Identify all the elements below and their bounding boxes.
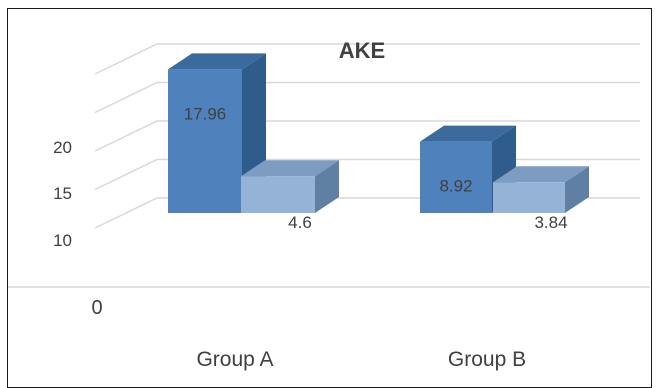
- y-tick-label: 15: [53, 184, 72, 203]
- bar-group-b-series-1: [493, 182, 565, 213]
- data-label: 4.6: [288, 213, 312, 232]
- floor-label: 0: [91, 297, 102, 319]
- bar-group-a-series-0: [168, 69, 242, 213]
- bar-group-b-series-1-top: [493, 166, 589, 183]
- bar-group-a-series-0-top: [168, 53, 266, 70]
- bar-group-b-series-0-top: [420, 125, 516, 142]
- data-label: 17.96: [184, 104, 227, 123]
- chart-bars: [168, 53, 589, 213]
- chart-labels: AKE 0 Group A Group B: [91, 38, 526, 371]
- bar-group-b-series-0: [420, 141, 492, 213]
- bar-group-a-series-1-side: [315, 160, 339, 213]
- y-tick-label: 10: [53, 231, 72, 250]
- x-tick-label-group-b: Group B: [448, 348, 526, 371]
- x-tick-label-group-a: Group A: [196, 348, 273, 371]
- chart: AKE 0 Group A Group B 10 15 20 17.96 4.6 8.9…: [8, 38, 650, 371]
- data-label: 3.84: [534, 213, 567, 232]
- bar-group-b-series-1-side: [565, 166, 589, 213]
- data-label: 8.92: [439, 177, 472, 196]
- y-tick-label: 20: [53, 138, 72, 157]
- gridline: [94, 43, 640, 75]
- bar-group-a-series-1-top: [241, 160, 339, 177]
- bar-group-a-series-1: [241, 176, 315, 213]
- data-labels: 17.96 4.6 8.92 3.84: [184, 104, 568, 232]
- y-axis-ticks: 10 15 20: [53, 138, 72, 250]
- gridline: [94, 120, 640, 152]
- chart-title: AKE: [339, 38, 385, 63]
- gridline: [94, 81, 640, 114]
